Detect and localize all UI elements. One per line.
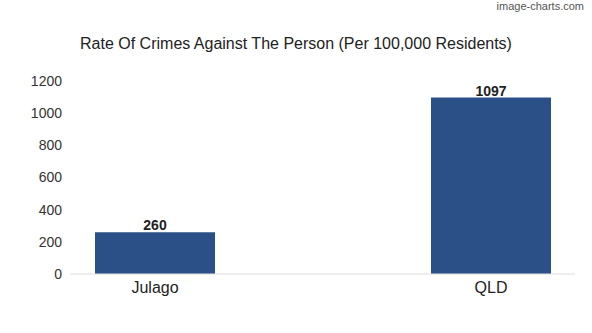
svg-text:0: 0 (54, 266, 62, 282)
svg-text:1000: 1000 (31, 105, 62, 121)
svg-text:600: 600 (39, 169, 63, 185)
html-text:Rate Of Crimes Against The Per: Rate Of Crimes Against The Person (Per 1… (80, 35, 512, 52)
svg-text:800: 800 (39, 137, 63, 153)
svg-text:1200: 1200 (31, 73, 62, 89)
svg-text:200: 200 (39, 234, 63, 250)
svg-text:QLD: QLD (475, 279, 508, 296)
svg-text:260: 260 (143, 217, 167, 233)
svg-text:400: 400 (39, 202, 63, 218)
svg-text:Julago: Julago (131, 279, 178, 296)
html-text:image-charts.com: image-charts.com (496, 0, 584, 12)
svg-text:1097: 1097 (475, 83, 506, 99)
